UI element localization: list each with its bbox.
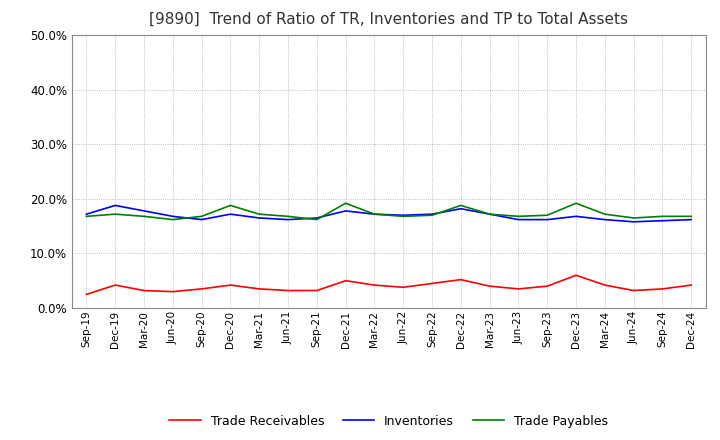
Trade Payables <box>312 217 321 222</box>
Trade Receivables <box>284 288 292 293</box>
Inventories <box>399 213 408 218</box>
Trade Payables <box>111 212 120 217</box>
Trade Payables <box>543 213 552 218</box>
Trade Payables <box>399 214 408 219</box>
Inventories <box>572 214 580 219</box>
Trade Receivables <box>600 282 609 288</box>
Trade Payables <box>226 203 235 208</box>
Trade Receivables <box>629 288 638 293</box>
Legend: Trade Receivables, Inventories, Trade Payables: Trade Receivables, Inventories, Trade Pa… <box>164 410 613 433</box>
Inventories <box>456 206 465 211</box>
Trade Payables <box>485 212 494 217</box>
Trade Payables <box>428 213 436 218</box>
Trade Receivables <box>255 286 264 292</box>
Inventories <box>658 218 667 224</box>
Inventories <box>341 208 350 213</box>
Inventories <box>284 217 292 222</box>
Trade Receivables <box>341 278 350 283</box>
Trade Payables <box>168 217 177 222</box>
Trade Receivables <box>572 273 580 278</box>
Trade Receivables <box>687 282 696 288</box>
Trade Payables <box>140 214 148 219</box>
Inventories <box>82 212 91 217</box>
Inventories <box>168 214 177 219</box>
Trade Payables <box>687 214 696 219</box>
Trade Receivables <box>399 285 408 290</box>
Trade Receivables <box>111 282 120 288</box>
Trade Receivables <box>197 286 206 292</box>
Inventories <box>629 219 638 224</box>
Line: Inventories: Inventories <box>86 205 691 222</box>
Trade Payables <box>456 203 465 208</box>
Inventories <box>197 217 206 222</box>
Inventories <box>687 217 696 222</box>
Inventories <box>543 217 552 222</box>
Inventories <box>312 215 321 220</box>
Trade Payables <box>82 214 91 219</box>
Trade Receivables <box>312 288 321 293</box>
Trade Payables <box>600 212 609 217</box>
Trade Receivables <box>370 282 379 288</box>
Trade Payables <box>658 214 667 219</box>
Trade Receivables <box>82 292 91 297</box>
Trade Payables <box>255 212 264 217</box>
Line: Trade Receivables: Trade Receivables <box>86 275 691 294</box>
Line: Trade Payables: Trade Payables <box>86 203 691 220</box>
Trade Receivables <box>456 277 465 282</box>
Inventories <box>514 217 523 222</box>
Inventories <box>428 212 436 217</box>
Inventories <box>600 217 609 222</box>
Inventories <box>255 215 264 220</box>
Inventories <box>370 212 379 217</box>
Inventories <box>140 208 148 213</box>
Trade Receivables <box>226 282 235 288</box>
Inventories <box>111 203 120 208</box>
Trade Payables <box>629 215 638 220</box>
Trade Payables <box>284 214 292 219</box>
Trade Payables <box>572 201 580 206</box>
Trade Payables <box>370 212 379 217</box>
Inventories <box>226 212 235 217</box>
Trade Receivables <box>514 286 523 292</box>
Trade Receivables <box>428 281 436 286</box>
Trade Payables <box>514 214 523 219</box>
Title: [9890]  Trend of Ratio of TR, Inventories and TP to Total Assets: [9890] Trend of Ratio of TR, Inventories… <box>149 12 629 27</box>
Inventories <box>485 212 494 217</box>
Trade Receivables <box>140 288 148 293</box>
Trade Receivables <box>168 289 177 294</box>
Trade Receivables <box>543 283 552 289</box>
Trade Receivables <box>485 283 494 289</box>
Trade Payables <box>197 214 206 219</box>
Trade Receivables <box>658 286 667 292</box>
Trade Payables <box>341 201 350 206</box>
